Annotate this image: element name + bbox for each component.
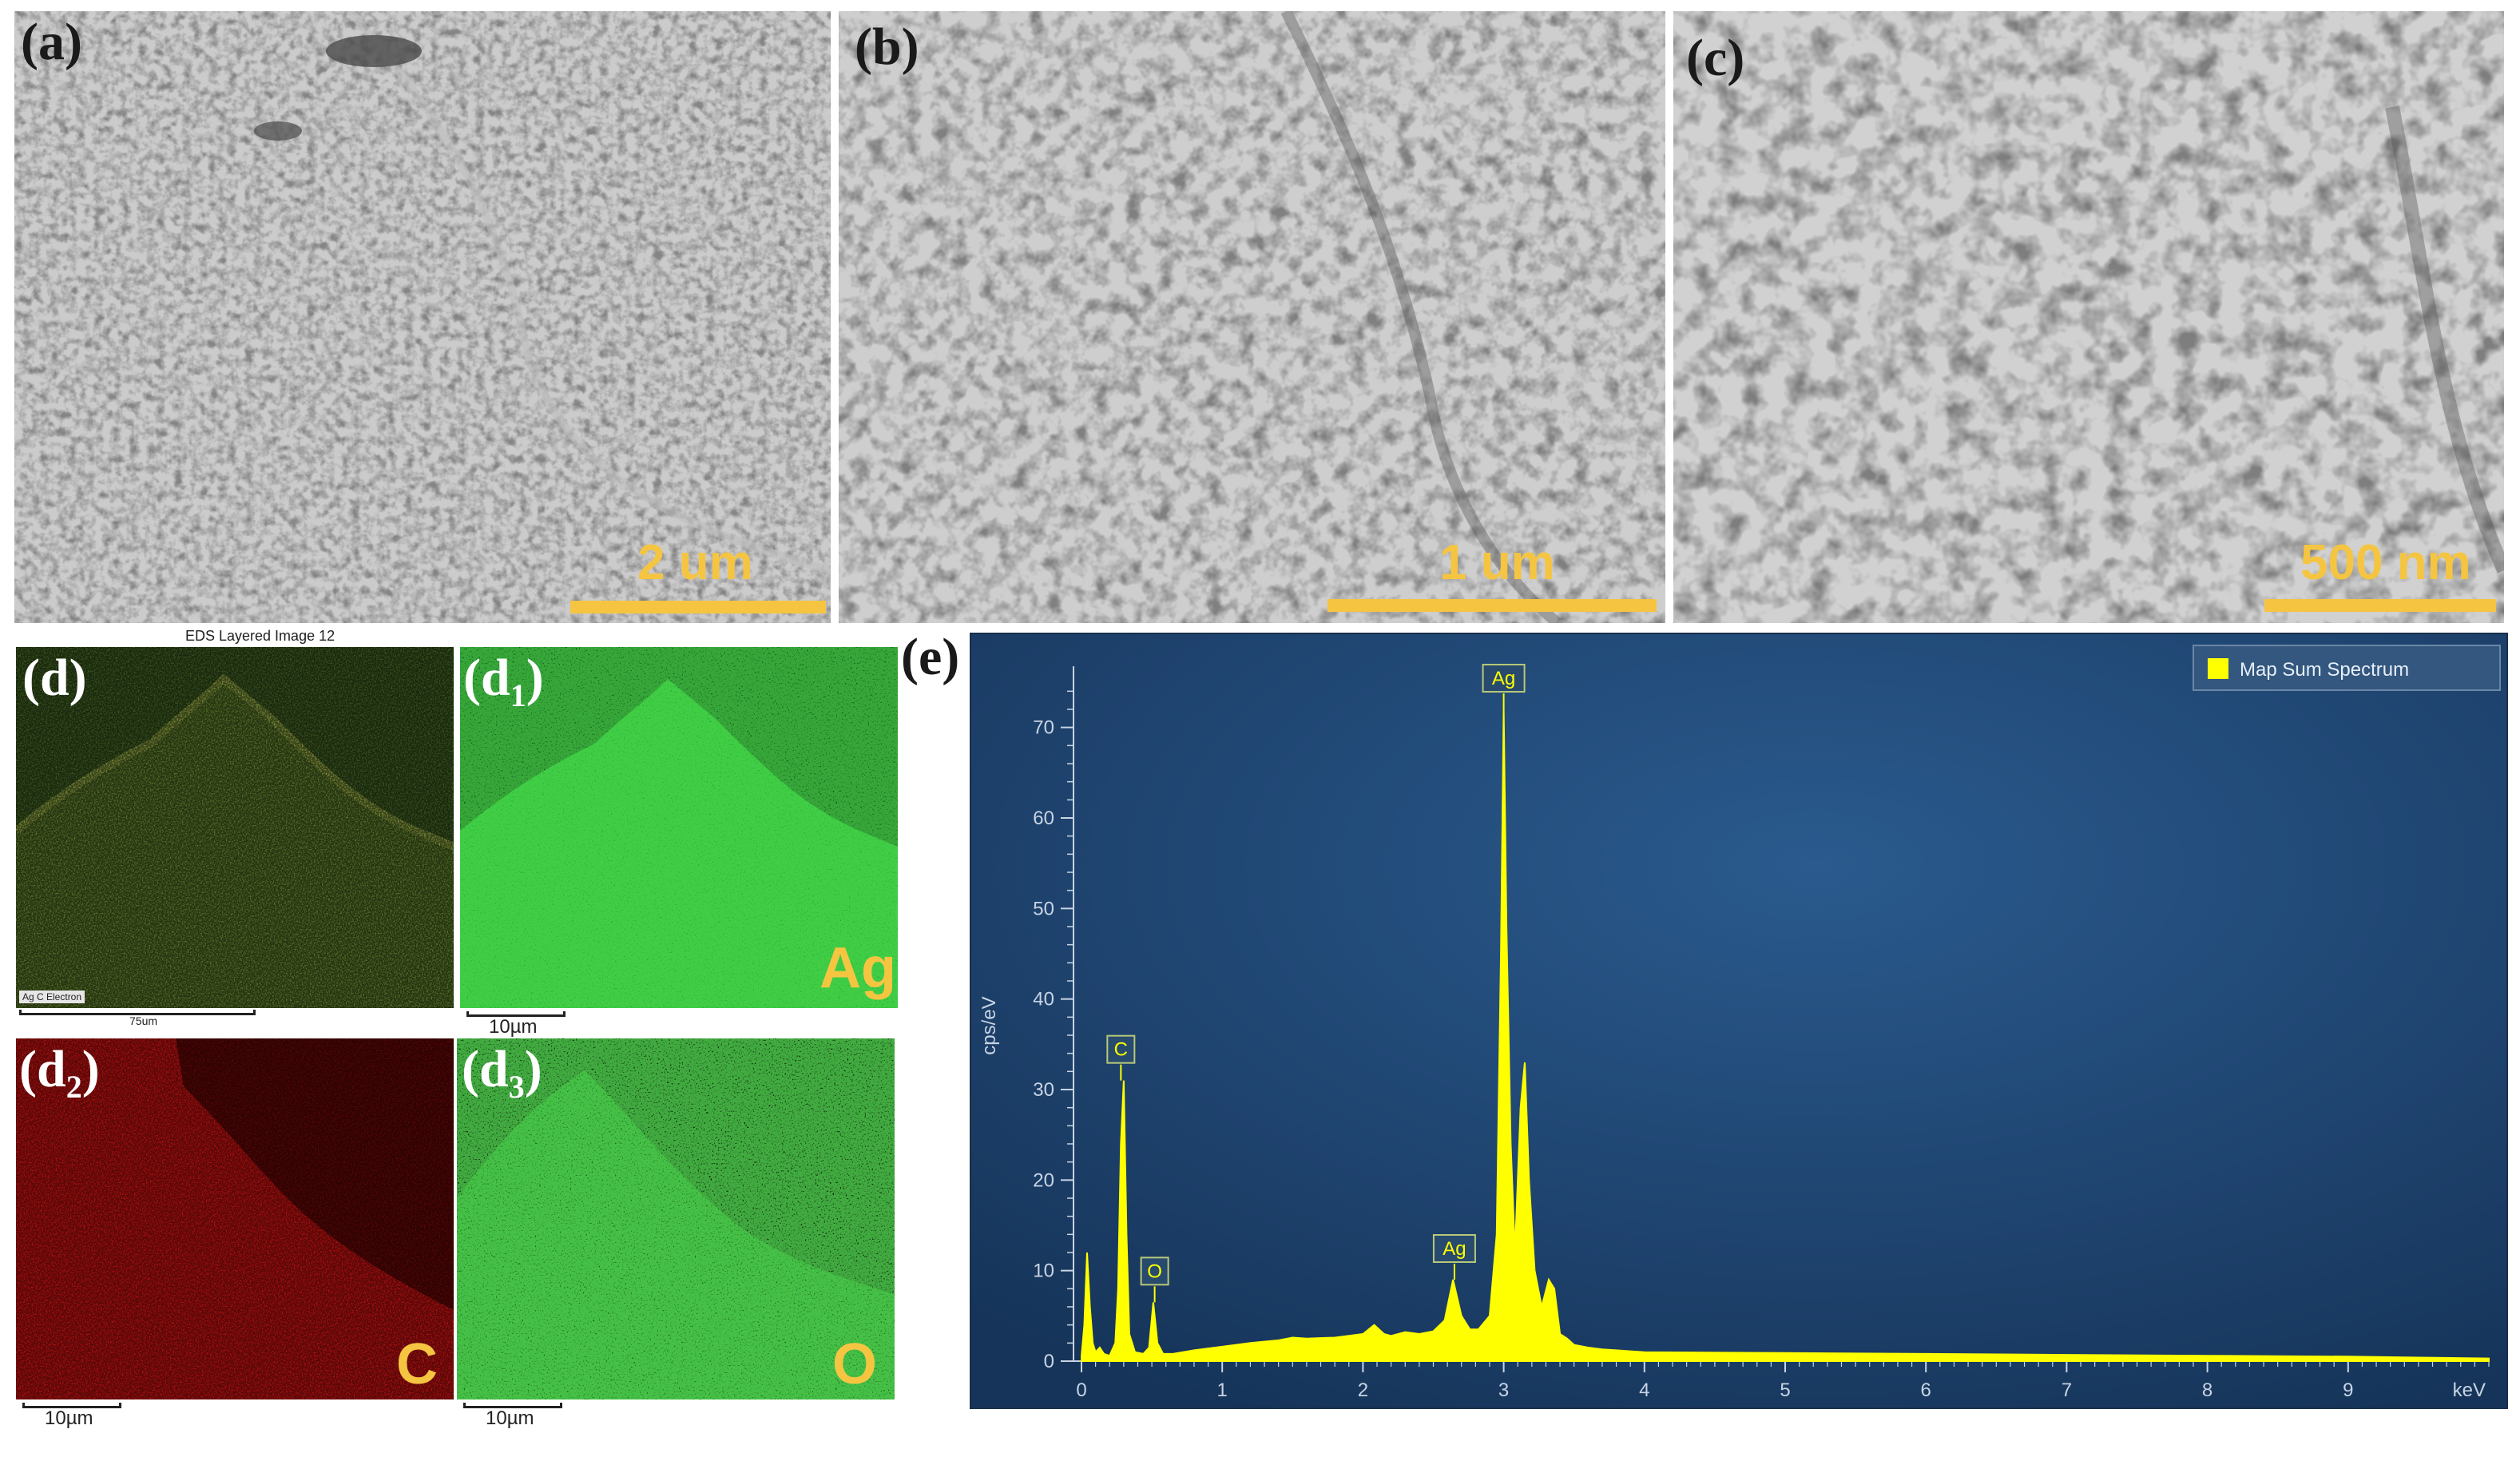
eds-panel-d3: (d3) O — [457, 1038, 895, 1399]
panel-label-d1: (d1) — [463, 649, 544, 714]
eds-spectrum-panel: 0 10 20 30 40 50 60 70 0 1 2 3 4 5 6 7 8 9 keV cps/eV C O Ag A… — [970, 633, 2508, 1409]
peak-label-box — [1432, 1234, 1476, 1263]
x-axis-label: keV — [2453, 1380, 2486, 1401]
scale-bar-d — [19, 1010, 256, 1015]
x-tick-label: 9 — [2343, 1380, 2353, 1401]
y-tick-label: 40 — [1033, 989, 1054, 1010]
peak-label-box — [1482, 664, 1526, 693]
x-tick-label: 1 — [1217, 1380, 1228, 1401]
scale-label-b: 1 um — [1439, 535, 1555, 590]
x-tick-label: 5 — [1780, 1380, 1790, 1401]
peak-label: Ag — [1492, 668, 1515, 689]
y-tick-label: 20 — [1033, 1169, 1054, 1191]
eds-panel-d: (d) Ag C Electron — [16, 647, 454, 1008]
scale-bar-a — [570, 601, 826, 613]
legend-label: Map Sum Spectrum — [2240, 659, 2409, 681]
eds-legend-strip: Ag C Electron — [19, 991, 85, 1003]
scale-label-c: 500 nm — [2300, 535, 2471, 590]
panel-label-a: (a) — [21, 13, 82, 71]
x-tick-label: 3 — [1498, 1380, 1509, 1401]
sem-panel-b: (b) 1 um — [839, 11, 1665, 623]
scale-label-d3: 10µm — [486, 1407, 534, 1429]
x-tick-label: 0 — [1076, 1380, 1086, 1401]
element-label-ag: Ag — [819, 936, 896, 1000]
scale-label-d: 75um — [129, 1014, 158, 1027]
y-tick-label: 70 — [1033, 717, 1054, 739]
scale-bar-c — [2264, 599, 2496, 612]
scale-bar-d2 — [22, 1403, 121, 1408]
eds-panel-d1: (d1) Ag — [460, 647, 898, 1008]
y-tick-label: 10 — [1033, 1260, 1054, 1282]
scale-bar-b — [1327, 599, 1657, 612]
scale-label-a: 2 um — [637, 535, 753, 590]
panel-label-e: (e) — [901, 628, 960, 686]
element-label-o: O — [832, 1332, 878, 1396]
x-tick-label: 6 — [1921, 1380, 1931, 1401]
panel-label-c: (c) — [1686, 29, 1745, 87]
legend-swatch — [2208, 658, 2228, 679]
peak-label: C — [1114, 1039, 1128, 1061]
legend-box — [2193, 645, 2501, 691]
x-tick-label: 2 — [1358, 1380, 1368, 1401]
y-axis-label: cps/eV — [978, 996, 1000, 1054]
peak-label-box — [1140, 1257, 1169, 1286]
scale-bar-d1 — [466, 1011, 566, 1017]
y-tick-label: 60 — [1033, 808, 1054, 829]
peak-label: O — [1147, 1260, 1162, 1282]
panel-label-d: (d) — [22, 649, 87, 707]
peak-label-box — [1106, 1034, 1136, 1064]
x-tick-label: 7 — [2062, 1380, 2072, 1401]
x-tick-label: 4 — [1639, 1380, 1649, 1401]
scale-label-d1: 10µm — [489, 1016, 538, 1038]
panel-label-d3: (d3) — [462, 1040, 542, 1106]
eds-spectrum-chart: 0 10 20 30 40 50 60 70 0 1 2 3 4 5 6 7 8 9 keV cps/eV C O Ag A… — [971, 634, 2506, 1407]
sem-panel-a: (a) 2 um — [14, 11, 831, 623]
eds-layered-title: EDS Layered Image 12 — [185, 628, 335, 644]
peak-label: Ag — [1443, 1238, 1466, 1260]
y-tick-label: 0 — [1044, 1351, 1054, 1372]
panel-label-b: (b) — [855, 18, 919, 76]
sem-panel-c: (c) 500 nm — [1673, 11, 2504, 623]
scale-label-d2: 10µm — [45, 1407, 93, 1429]
element-label-c: C — [396, 1332, 438, 1396]
panel-label-d2: (d2) — [19, 1040, 100, 1106]
y-tick-label: 50 — [1033, 898, 1054, 919]
spectrum-series — [1081, 709, 2490, 1362]
x-tick-label: 8 — [2202, 1380, 2212, 1401]
eds-panel-d2: (d2) C — [16, 1038, 454, 1399]
y-tick-label: 30 — [1033, 1079, 1054, 1101]
scale-bar-d3 — [463, 1403, 562, 1408]
